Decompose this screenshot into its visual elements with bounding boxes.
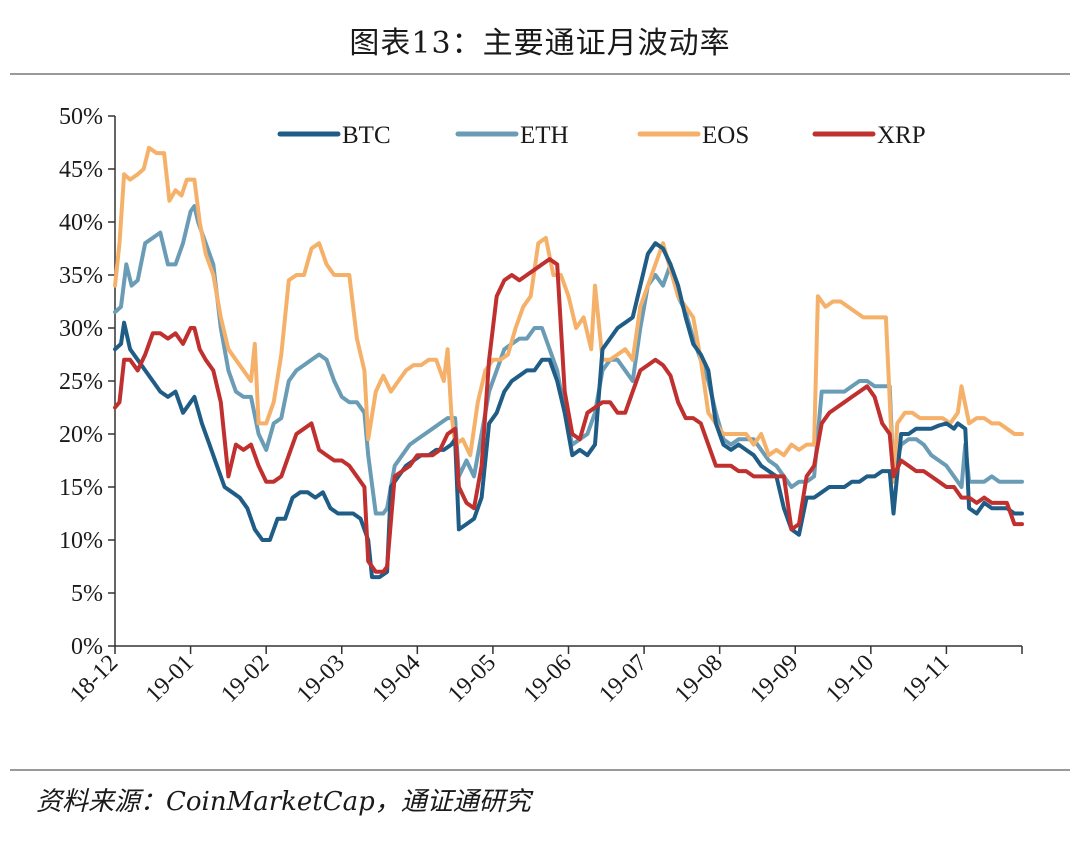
y-tick-label: 40% xyxy=(59,210,103,236)
source-note: 资料来源：CoinMarketCap，通证通研究 xyxy=(36,787,531,817)
x-tick-label: 19-04 xyxy=(368,650,426,708)
x-tick-label: 19-10 xyxy=(821,650,879,708)
x-tick-label: 19-09 xyxy=(746,650,804,708)
series-line-btc xyxy=(113,241,1024,580)
series-line-eos xyxy=(113,145,1024,484)
legend-label-btc: BTC xyxy=(342,122,391,149)
legend-label-eos: EOS xyxy=(702,122,749,149)
legend-label-xrp: XRP xyxy=(877,122,926,149)
y-tick-label: 35% xyxy=(59,263,103,289)
y-tick-label: 30% xyxy=(59,316,103,342)
x-tick-label: 19-03 xyxy=(292,650,350,708)
x-tick-label: 19-11 xyxy=(897,650,954,707)
series-line-xrp xyxy=(113,257,1024,574)
chart-title: 图表13：主要通证月波动率 xyxy=(349,26,731,61)
x-tick-label: 19-01 xyxy=(141,650,199,708)
top-divider xyxy=(10,73,1070,75)
bottom-divider xyxy=(10,769,1070,771)
y-tick-label: 20% xyxy=(59,422,103,448)
x-tick-label: 19-07 xyxy=(594,650,652,708)
x-tick-label: 19-06 xyxy=(519,650,577,708)
legend-label-eth: ETH xyxy=(520,122,569,149)
y-tick-label: 50% xyxy=(59,104,103,130)
chart-series-layer xyxy=(113,145,1024,580)
volatility-line-chart: 0%5%10%15%20%25%30%35%40%45%50%18-12 19-0… xyxy=(59,104,1024,708)
x-tick-label: 19-08 xyxy=(670,650,728,708)
y-tick-label: 0% xyxy=(71,634,103,660)
y-tick-label: 25% xyxy=(59,369,103,395)
x-tick-label: 19-02 xyxy=(216,650,274,708)
y-tick-label: 5% xyxy=(71,581,103,607)
chart-legend: BTC ETH EOS XRP xyxy=(277,122,926,149)
y-tick-label: 45% xyxy=(59,157,103,183)
y-tick-label: 10% xyxy=(59,528,103,554)
x-tick-label: 19-05 xyxy=(443,650,501,708)
y-tick-label: 15% xyxy=(59,475,103,501)
